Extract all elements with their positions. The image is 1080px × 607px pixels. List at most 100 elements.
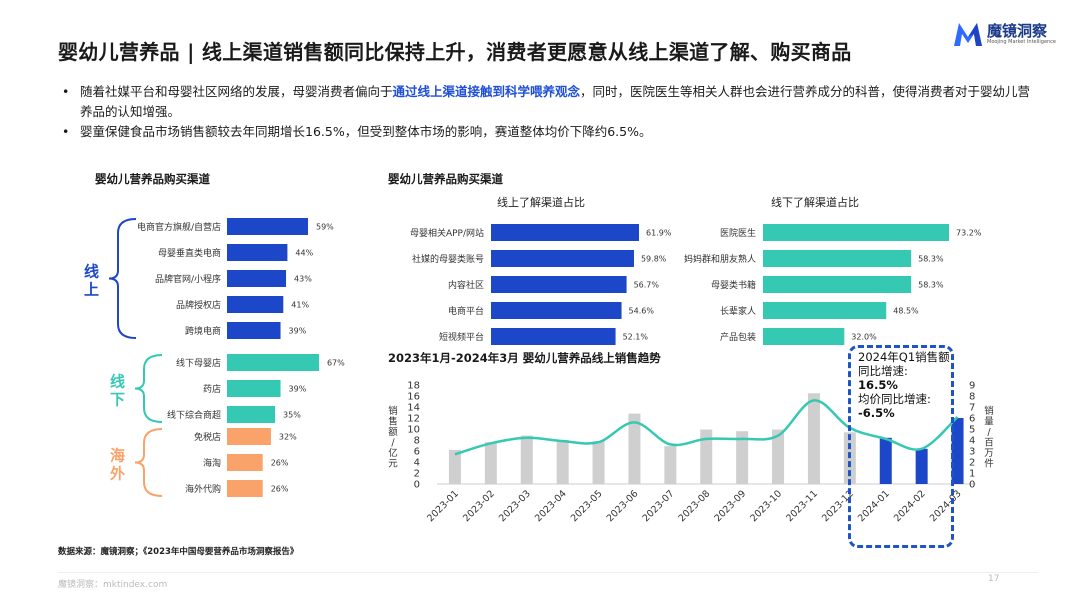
left-tick-label: 6 — [414, 447, 420, 458]
bar — [491, 302, 622, 319]
brand-logo: 魔镜洞察 Moojing Market Intelligence — [952, 18, 1062, 52]
sales-bar — [628, 413, 641, 484]
callout-line2: 均价同比增速: — [858, 392, 931, 406]
x-tick-label: 2023-08 — [677, 488, 713, 524]
left-axis-label-char: 元 — [388, 459, 398, 470]
x-tick-label: 2023-11 — [784, 488, 820, 524]
data-label: 35% — [283, 411, 301, 420]
right-tick-label: 8 — [969, 392, 975, 403]
category-label: 电商官方旗舰/自营店 — [137, 221, 221, 233]
data-label: 41% — [291, 301, 309, 310]
category-label: 妈妈群和朋友熟人 — [684, 253, 756, 265]
right-axis-label-char: 销 — [984, 405, 994, 417]
q1-callout-text: 2024年Q1销售额同比增速: 16.5% 均价同比增速: -6.5% — [858, 350, 958, 420]
data-label: 59% — [316, 223, 334, 232]
data-label: 39% — [289, 327, 307, 336]
group-label: 线 — [84, 263, 99, 281]
left-axis-label-char: / — [391, 438, 395, 449]
x-tick-label: 2023-02 — [461, 488, 497, 524]
category-label: 长辈家人 — [720, 305, 756, 317]
x-tick-label: 2023-03 — [497, 488, 533, 524]
left-tick-label: 2 — [414, 469, 420, 480]
category-label: 医院医生 — [720, 227, 756, 239]
right-tick-label: 0 — [969, 480, 975, 491]
data-label: 52.1% — [623, 333, 649, 342]
left-axis-label-char: 额 — [388, 426, 398, 438]
bar — [227, 406, 276, 423]
category-label: 短视频平台 — [439, 331, 484, 343]
x-tick-label: 2023-06 — [605, 488, 641, 524]
data-label: 67% — [327, 359, 345, 368]
data-label: 32% — [279, 433, 297, 442]
q1-callout-box — [848, 345, 954, 548]
purchase-channel-chart: 电商官方旗舰/自营店 59% 母婴垂直类电商 44% 品牌官网/小程序 43% 品牌授权店 4… — [84, 218, 345, 497]
sales-bar — [807, 393, 820, 484]
right-tick-label: 2 — [969, 458, 975, 469]
data-label: 56.7% — [634, 281, 660, 290]
logo-m-icon — [954, 23, 982, 46]
category-label: 品牌授权店 — [176, 299, 221, 311]
footer-site: 魔镜洞察：mktindex.com — [58, 580, 168, 590]
category-label: 海外代购 — [185, 483, 221, 495]
bar — [227, 322, 281, 339]
group-label: 海 — [110, 447, 125, 465]
callout-line1: 2024年Q1销售额同比增速: — [858, 350, 950, 378]
bullet-text: 随着社媒平台和母婴社区网络的发展，母婴消费者偏向于 — [80, 84, 393, 99]
x-tick-label: 2023-05 — [569, 488, 605, 524]
bar — [763, 250, 912, 267]
right-axis-label-char: 万 — [984, 448, 994, 459]
group-brace — [134, 428, 163, 497]
right-axis-label-char: / — [987, 427, 991, 438]
sales-bar — [556, 440, 569, 484]
left-tick-label: 0 — [414, 480, 420, 491]
sales-bar — [879, 437, 892, 484]
bullet-text: ，同时，医院医生等相关人群也会进行营养成分的科普，使得消费者对于婴幼儿营养品的认… — [80, 84, 1031, 119]
category-label: 线下母婴店 — [176, 357, 221, 369]
bar — [227, 218, 308, 235]
right-tick-label: 3 — [969, 447, 975, 458]
category-label: 海淘 — [203, 457, 221, 469]
left-tick-label: 16 — [407, 392, 420, 403]
footer-divider — [58, 572, 1038, 573]
bullet-item: • 随着社媒平台和母婴社区网络的发展，母婴消费者偏向于通过线上渠道接触到科学喂养… — [62, 82, 1042, 122]
mid-chart-title: 婴幼儿营养品购买渠道 — [388, 172, 503, 186]
group-label: 下 — [110, 391, 125, 409]
left-tick-label: 10 — [407, 425, 420, 436]
data-label: 26% — [271, 485, 289, 494]
x-tick-label: 2023-07 — [641, 488, 677, 524]
right-tick-label: 6 — [969, 414, 975, 425]
volume-line — [454, 399, 959, 456]
data-label: 54.6% — [629, 307, 655, 316]
group-brace — [134, 354, 163, 423]
data-label: 58.3% — [918, 255, 944, 264]
bar — [491, 224, 639, 241]
sales-bar — [520, 435, 533, 484]
left-axis-label-char: 销 — [388, 405, 398, 417]
chart-subtitle: 线上了解渠道占比 — [497, 195, 585, 209]
bullet-dot-icon: • — [62, 84, 70, 99]
bar — [227, 270, 287, 287]
data-label: 44% — [295, 249, 313, 258]
bar — [227, 244, 288, 261]
sales-bar — [736, 431, 749, 484]
group-brace — [108, 218, 137, 339]
category-label: 跨境电商 — [185, 325, 221, 337]
logo-subtitle: Moojing Market Intelligence — [987, 39, 1057, 45]
bullet-list: • 随着社媒平台和母婴社区网络的发展，母婴消费者偏向于通过线上渠道接触到科学喂养… — [62, 82, 1042, 142]
category-label: 母婴垂直类电商 — [158, 247, 221, 259]
left-tick-label: 14 — [407, 403, 420, 414]
sales-bar — [951, 418, 964, 484]
data-source: 数据来源：魔镜洞察；《2023年中国母婴营养品市场洞察报告》 — [58, 547, 299, 557]
left-axis-label-char: 售 — [388, 416, 398, 428]
data-label: 26% — [271, 459, 289, 468]
bar — [763, 224, 949, 241]
bullet-dot-icon: • — [62, 124, 70, 139]
bar — [763, 328, 845, 345]
data-label: 48.5% — [893, 307, 919, 316]
x-tick-label: 2023-10 — [748, 488, 784, 524]
category-label: 线下综合商超 — [167, 409, 221, 421]
data-label: 61.9% — [646, 229, 672, 238]
